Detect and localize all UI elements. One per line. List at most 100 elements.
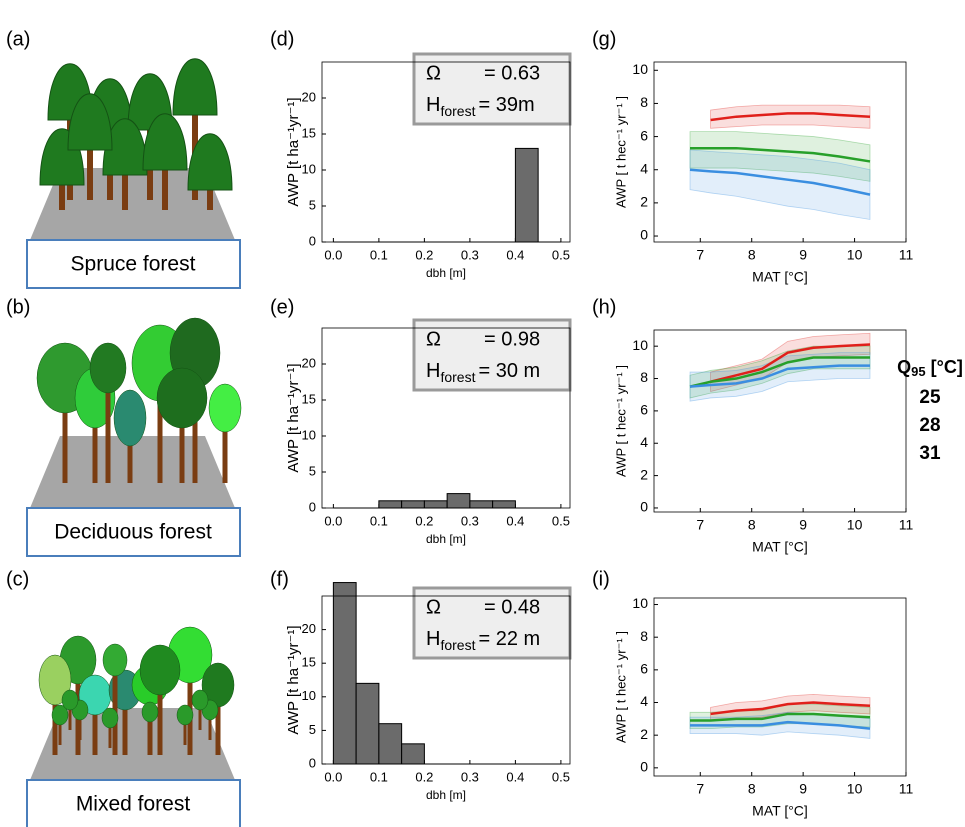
bar — [332, 582, 357, 765]
crown — [141, 701, 159, 723]
bar — [355, 682, 380, 765]
y-tick-label: 8 — [640, 369, 648, 385]
panel-label: (f) — [270, 568, 289, 590]
crown — [61, 689, 79, 711]
y-tick-label: 0 — [309, 755, 316, 770]
legend-title: Q — [897, 357, 911, 377]
y-tick-label: 8 — [640, 628, 648, 644]
y-tick-label: 6 — [640, 402, 648, 418]
crown — [142, 113, 188, 171]
x-tick-label: 11 — [899, 781, 914, 797]
legend-entry: 28 — [919, 415, 940, 436]
crown — [172, 58, 218, 116]
annotation-text: = 39m — [478, 94, 534, 116]
annotation-box — [412, 318, 572, 392]
confidence-band — [689, 131, 871, 182]
annotation-text: H — [426, 360, 440, 382]
caption-box — [26, 779, 241, 827]
bar — [378, 723, 403, 765]
x-tick-label: 0.3 — [461, 247, 479, 262]
y-axis-label: AWP [ t hec⁻¹ yr⁻¹ ] — [613, 365, 628, 477]
crown — [187, 133, 233, 191]
x-axis-label: dbh [m] — [426, 788, 466, 802]
bar — [423, 500, 448, 509]
ground — [30, 168, 235, 240]
x-tick-label: 0.0 — [324, 513, 342, 528]
panel-label: (h) — [592, 296, 616, 318]
annotation-text: = 0.63 — [484, 62, 540, 84]
x-tick-label: 0.1 — [370, 513, 388, 528]
annotation-text: = 30 m — [478, 360, 540, 382]
y-tick-label: 15 — [302, 125, 316, 140]
plot-area — [654, 330, 906, 512]
x-tick-label: 8 — [748, 781, 756, 797]
annotation-subscript: forest — [440, 637, 475, 653]
x-tick-label: 8 — [748, 247, 756, 263]
crown — [208, 383, 242, 433]
y-tick-label: 15 — [302, 655, 316, 670]
crown — [102, 643, 128, 677]
bar — [492, 500, 516, 509]
y-tick-label: 6 — [640, 661, 648, 677]
bar — [469, 500, 494, 509]
bar — [401, 500, 425, 509]
trunk — [122, 690, 128, 755]
y-tick-label: 2 — [640, 726, 648, 742]
x-tick-label: 10 — [847, 247, 863, 263]
crown — [201, 662, 235, 708]
illustration: Deciduous forest (b) — [6, 296, 242, 557]
plot-frame — [653, 61, 907, 243]
trunk — [187, 655, 193, 755]
annotation-box — [412, 586, 572, 660]
bar — [514, 147, 539, 243]
trunk — [112, 660, 118, 755]
confidence-band — [710, 104, 871, 129]
x-tick-label: 0.0 — [324, 247, 342, 262]
crown — [156, 367, 208, 429]
series-line — [690, 720, 871, 730]
annotation-text: Ω — [426, 328, 441, 350]
y-tick-label: 10 — [632, 595, 648, 611]
trunk — [87, 135, 93, 200]
panel-label: (i) — [592, 568, 610, 590]
annotation-text: H — [426, 628, 440, 650]
trunk — [207, 175, 213, 210]
legend-entry: 31 — [919, 443, 941, 464]
series-line — [710, 112, 871, 122]
x-tick-label: 0.3 — [461, 513, 479, 528]
panel-label: (c) — [6, 568, 29, 590]
trunk — [68, 700, 72, 730]
trunk — [157, 363, 163, 483]
annotation-text: = 0.98 — [484, 328, 540, 350]
y-tick-label: 2 — [640, 466, 648, 482]
crown — [101, 707, 119, 729]
y-tick-label: 0 — [640, 759, 648, 775]
x-axis-label: MAT [°C] — [752, 539, 808, 555]
plot-area — [654, 598, 906, 776]
trunk — [62, 378, 68, 483]
caption: Spruce forest — [71, 253, 196, 276]
x-tick-label: 9 — [799, 517, 807, 533]
y-tick-label: 4 — [640, 434, 648, 450]
plot-frame — [653, 597, 907, 777]
crown — [176, 704, 194, 726]
x-tick-label: 0.2 — [415, 769, 433, 784]
illustration: Mixed forest (c) — [6, 568, 241, 827]
y-tick-label: 0 — [640, 499, 648, 515]
trunk — [198, 700, 202, 730]
annotation-text: Ω — [426, 62, 441, 84]
series-line — [710, 343, 871, 383]
x-tick-label: 0.3 — [461, 769, 479, 784]
series-line — [690, 712, 871, 722]
x-tick-label: 9 — [799, 247, 807, 263]
bar — [378, 500, 403, 509]
plot-frame — [321, 327, 571, 509]
y-axis-label: AWP [ t hec⁻¹ yr⁻¹ ] — [613, 96, 628, 208]
y-axis-label: AWP [t ha⁻¹yr⁻¹] — [285, 625, 302, 734]
y-tick-label: 5 — [309, 463, 316, 478]
x-tick-label: 0.4 — [506, 513, 524, 528]
x-tick-label: 0.1 — [370, 769, 388, 784]
crown — [67, 93, 113, 151]
y-tick-label: 0 — [309, 233, 316, 248]
annotation-text: = 0.48 — [484, 596, 540, 618]
